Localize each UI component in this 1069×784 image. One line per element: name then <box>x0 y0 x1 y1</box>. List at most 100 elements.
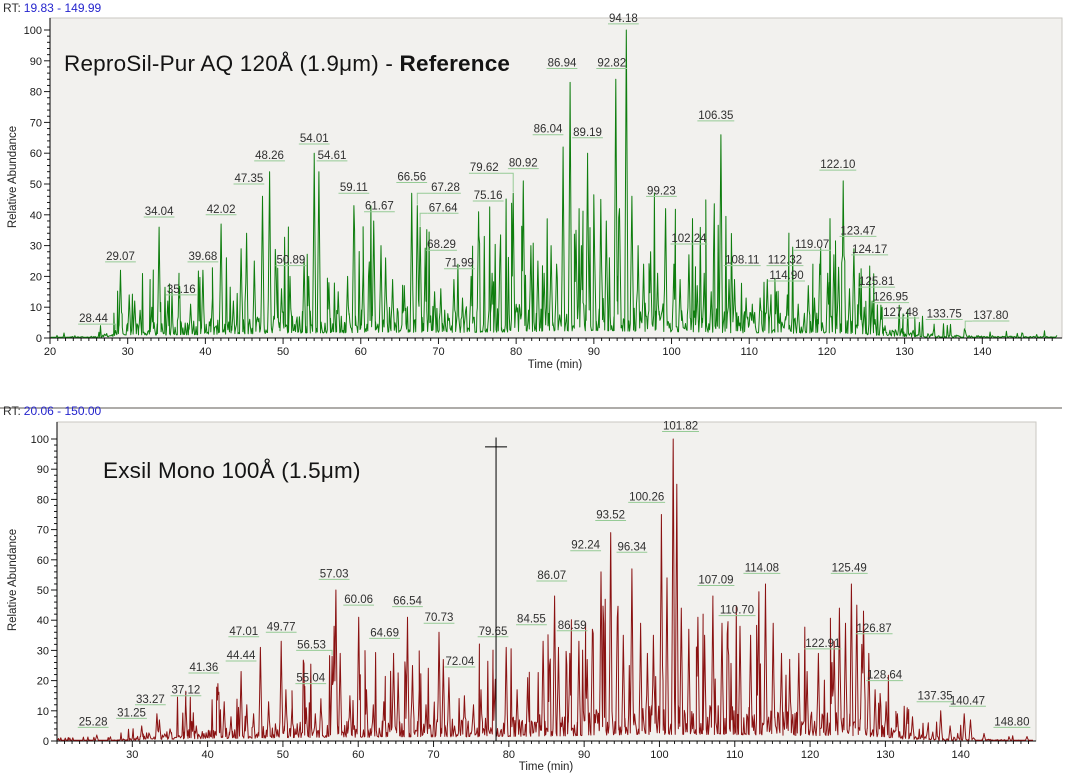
peak-label: 123.47 <box>840 225 875 237</box>
peak-label: 101.82 <box>663 420 698 432</box>
y-tick-label: 100 <box>31 434 49 446</box>
peak-label: 37.12 <box>172 685 201 697</box>
x-axis-title-top: Time (min) <box>527 359 583 371</box>
peak-label: 96.34 <box>618 541 647 553</box>
y-tick-label: 0 <box>43 736 49 748</box>
peak-label: 86.07 <box>537 570 566 582</box>
y-tick-label: 20 <box>37 676 49 688</box>
x-tick-label: 90 <box>578 749 590 761</box>
peak-label: 92.82 <box>597 58 626 70</box>
plot-title-text: ReproSil-Pur AQ 120Å (1.9μm) - <box>64 51 400 76</box>
x-tick-label: 120 <box>818 346 836 358</box>
y-tick-label: 50 <box>37 585 49 597</box>
peak-label: 80.92 <box>509 158 538 170</box>
y-tick-label: 90 <box>30 56 42 68</box>
x-tick-label: 100 <box>650 749 668 761</box>
peak-label: 61.67 <box>365 201 394 213</box>
peak-label: 79.62 <box>470 162 499 174</box>
chromatogram-plot-exsil[interactable]: 0 10 20 30 40 50 60 70 80 90 100 30 40 50 60 70 80 90 100 1… <box>0 392 1069 784</box>
peak-label: 35.16 <box>167 284 196 296</box>
peak-label: 66.56 <box>397 171 426 183</box>
peak-label: 60.06 <box>344 594 373 606</box>
peak-label: 119.07 <box>795 239 829 251</box>
peak-label: 84.55 <box>517 614 546 626</box>
peak-label: 57.03 <box>320 568 349 580</box>
peak-label: 48.26 <box>255 150 284 162</box>
peak-label: 75.16 <box>474 190 503 202</box>
peak-label: 126.87 <box>856 623 891 635</box>
x-tick-label: 140 <box>973 346 991 358</box>
peak-leader-line <box>326 649 333 656</box>
peak-label: 54.61 <box>318 150 347 162</box>
peak-label: 86.59 <box>558 620 587 632</box>
peak-label: 44.44 <box>227 650 256 662</box>
peak-label: 93.52 <box>596 510 625 522</box>
peak-label: 64.69 <box>370 627 399 639</box>
x-tick-label: 60 <box>355 346 367 358</box>
peak-label: 72.04 <box>446 656 475 668</box>
y-tick-label: 70 <box>30 117 42 129</box>
peak-label: 54.01 <box>300 133 329 145</box>
x-tick-label: 70 <box>432 346 444 358</box>
peak-leader-line <box>108 323 117 330</box>
peak-label: 28.44 <box>79 313 108 325</box>
peak-label: 140.47 <box>950 695 985 707</box>
peak-label: 107.09 <box>698 574 733 586</box>
x-tick-label: 80 <box>510 346 522 358</box>
peak-label: 25.28 <box>79 716 108 728</box>
x-axis-title-bottom: Time (min) <box>518 761 574 773</box>
x-tick-label: 30 <box>126 749 138 761</box>
peak-label: 55.04 <box>296 673 325 685</box>
peak-label: 106.35 <box>698 110 733 122</box>
peak-leader-line <box>419 212 428 227</box>
y-tick-label: 60 <box>30 148 42 160</box>
peak-label: 108.11 <box>725 255 759 267</box>
peak-label: 133.75 <box>927 309 962 321</box>
peak-label: 67.64 <box>429 202 458 214</box>
panel-divider <box>0 407 1062 409</box>
x-tick-label: 110 <box>726 749 744 761</box>
peak-label: 114.90 <box>769 270 803 282</box>
peak-label: 68.29 <box>427 239 456 251</box>
peak-label: 89.19 <box>573 127 602 139</box>
x-tick-label: 50 <box>277 749 289 761</box>
y-tick-label: 10 <box>30 302 42 314</box>
x-tick-label: 50 <box>277 346 289 358</box>
peak-leader-line <box>964 320 973 330</box>
peak-label: 94.18 <box>609 13 638 25</box>
peak-label: 41.36 <box>189 662 218 674</box>
peak-label: 128.64 <box>867 670 903 682</box>
peak-label: 66.54 <box>393 596 422 608</box>
y-tick-label: 40 <box>30 210 42 222</box>
peak-label: 31.25 <box>117 707 146 719</box>
peak-label: 125.81 <box>859 276 894 288</box>
peak-label: 49.77 <box>267 621 296 633</box>
peak-label: 47.35 <box>235 173 264 185</box>
x-tick-label: 70 <box>427 749 439 761</box>
peak-label: 122.10 <box>820 159 855 171</box>
y-axis-title-top: Relative Abundance <box>7 125 19 229</box>
peak-label: 137.35 <box>917 691 952 703</box>
plot-title-text: Exsil Mono 100Å (1.5μm) <box>103 458 361 483</box>
rt-range-value: 19.83 - 149.99 <box>23 1 102 15</box>
peak-label: 79.65 <box>479 626 508 638</box>
peak-label: 99.23 <box>647 185 676 197</box>
y-tick-label: 30 <box>37 645 49 657</box>
x-tick-label: 60 <box>352 749 364 761</box>
y-axis-title-bottom: Relative Abundance <box>7 528 19 632</box>
peak-label: 50.89 <box>276 255 305 267</box>
peak-label: 34.04 <box>145 206 174 218</box>
peak-label: 47.01 <box>229 626 258 638</box>
y-tick-label: 100 <box>24 25 42 37</box>
y-tick-label: 40 <box>37 615 49 627</box>
x-tick-label: 90 <box>588 346 600 358</box>
plot-title-bold-text: Reference <box>399 51 511 76</box>
y-tick-label: 80 <box>30 87 42 99</box>
x-tick-label: 80 <box>503 749 515 761</box>
y-tick-label: 90 <box>37 464 49 476</box>
x-tick-label: 100 <box>662 346 680 358</box>
peak-label: 86.04 <box>534 124 563 136</box>
chromatogram-plot-reference[interactable]: 0 10 20 30 40 50 60 70 80 90 100 20 30 40 50 60 70 80 90 10… <box>0 0 1069 392</box>
peak-label: 126.95 <box>873 292 908 304</box>
peak-label: 71.99 <box>445 258 474 270</box>
